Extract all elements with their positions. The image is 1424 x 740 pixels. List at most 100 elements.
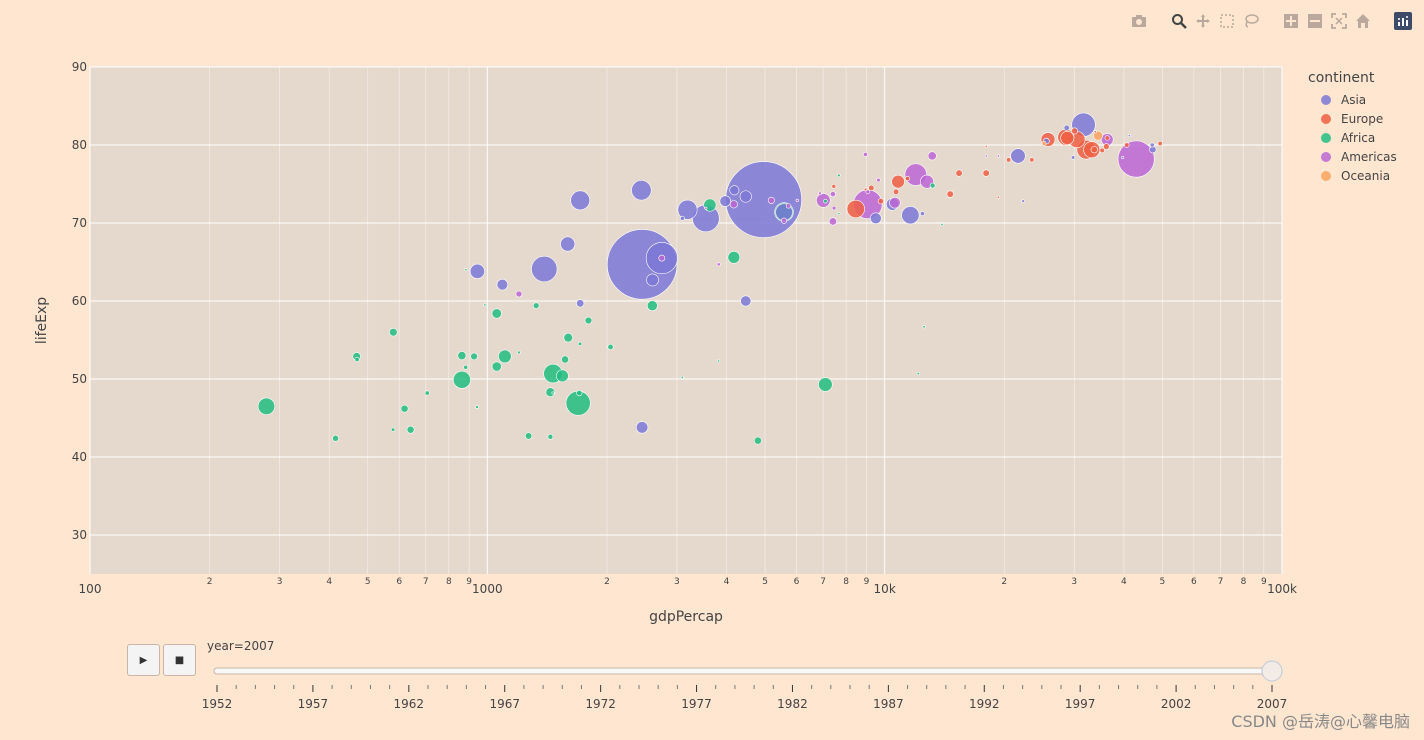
bubble-africa [545, 387, 556, 398]
legend-item-asia[interactable]: Asia [1300, 90, 1397, 109]
slider-year-label: 1962 [394, 697, 425, 711]
bubble-americas [927, 151, 937, 161]
bubble-europe [1099, 147, 1105, 154]
pan-icon[interactable] [1194, 12, 1212, 30]
slider-year-label: 1952 [202, 697, 233, 711]
watermark: CSDN @岳涛@心馨电脑 [1231, 712, 1410, 731]
zoom-in-icon[interactable] [1282, 12, 1300, 30]
bubble-europe [863, 187, 868, 192]
bubble-africa [389, 327, 398, 337]
legend-label: Oceania [1341, 168, 1391, 183]
zoom-icon[interactable] [1170, 12, 1188, 30]
bubble-africa [717, 359, 721, 363]
bubble-asia [901, 206, 920, 225]
slider-handle[interactable] [1261, 660, 1283, 682]
bubble-europe [846, 199, 865, 219]
legend-swatch [1321, 113, 1331, 124]
bubble-africa [524, 432, 533, 440]
bubble-asia [1149, 146, 1157, 154]
bubble-africa [916, 371, 920, 376]
year-slider[interactable]: 1952 1957 1962 1967 1972 1977 1982 1987 1992 1997… [202, 660, 1288, 711]
lasso-icon[interactable] [1242, 12, 1260, 30]
bubble-africa [837, 212, 841, 216]
legend: continent Asia Europe Africa Americas Oceani… [1300, 70, 1397, 185]
x-tick-label: 10k [874, 582, 896, 596]
bubble-asia [1149, 142, 1155, 148]
bubble-africa [491, 361, 502, 372]
bubble-americas [704, 206, 708, 210]
box-select-icon[interactable] [1218, 12, 1236, 30]
bubble-africa [483, 303, 487, 307]
legend-label: Asia [1341, 92, 1367, 107]
plotly-logo-icon[interactable] [1394, 12, 1412, 30]
y-tick-label: 50 [72, 372, 87, 386]
zoom-out-icon[interactable] [1306, 12, 1324, 30]
bubble-europe [1029, 157, 1035, 163]
bubble-africa [680, 375, 684, 379]
stop-button[interactable]: ■ [163, 644, 196, 676]
bubble-americas [818, 191, 822, 196]
bubble-asia [725, 161, 802, 238]
legend-label: Europe [1341, 111, 1384, 126]
bubble-asia [469, 263, 485, 279]
bubble-asia [679, 215, 685, 221]
bubble-africa [498, 349, 512, 364]
bubble-americas [816, 193, 831, 208]
bubble-africa [929, 182, 936, 189]
x-minor-tick-label: 2 [207, 577, 213, 587]
bubble-africa [556, 369, 569, 383]
legend-swatch [1321, 151, 1331, 162]
bubble-europe [904, 176, 911, 182]
bubble-americas [889, 196, 901, 209]
legend-item-oceania[interactable]: Oceania [1300, 166, 1397, 185]
animation-controls: ▶ ■ [127, 644, 196, 676]
home-icon[interactable] [1354, 12, 1372, 30]
legend-item-americas[interactable]: Americas [1300, 147, 1397, 166]
bubble-africa [463, 364, 469, 370]
slider-year-label: 1957 [298, 697, 329, 711]
bubble-europe [1071, 127, 1078, 135]
bubble-americas [1117, 140, 1155, 178]
legend-item-europe[interactable]: Europe [1300, 109, 1397, 128]
bubble-americas [785, 203, 792, 209]
bubble-africa [823, 198, 828, 204]
bubble-asia [560, 236, 576, 252]
bubble-asia [1010, 148, 1026, 164]
bubble-europe [955, 169, 963, 177]
x-minor-tick-label: 7 [1218, 577, 1224, 587]
bubble-europe [982, 169, 990, 177]
bubble-africa [727, 251, 741, 264]
bubble-africa [547, 433, 554, 440]
bubble-africa [354, 356, 360, 363]
x-minor-tick-label: 5 [762, 577, 768, 587]
bubble-asia [719, 195, 731, 207]
bubble-africa [452, 370, 471, 389]
bubble-europe [831, 184, 837, 189]
bubble-africa [332, 434, 339, 442]
y-tick-label: 40 [72, 450, 87, 464]
slider-year-label: 1992 [969, 697, 1000, 711]
play-button[interactable]: ▶ [127, 644, 160, 676]
x-minor-tick-label: 4 [1121, 577, 1127, 587]
data-points [257, 112, 1163, 445]
bubble-africa [563, 332, 573, 343]
bubble-americas [831, 205, 837, 211]
camera-icon[interactable] [1130, 12, 1148, 30]
modebar [1130, 12, 1412, 30]
x-minor-tick-label: 6 [794, 577, 800, 587]
slider-year-label: 1977 [681, 697, 712, 711]
x-minor-tick-label: 5 [365, 577, 371, 587]
bubble-asia [531, 255, 558, 283]
legend-item-africa[interactable]: Africa [1300, 128, 1397, 147]
slider-year-label: 1987 [873, 697, 904, 711]
y-tick-label: 80 [72, 138, 87, 152]
bubble-europe [1104, 135, 1110, 141]
bubble-europe [1124, 142, 1130, 148]
x-minor-tick-label: 7 [820, 577, 826, 587]
bubble-oceania [1041, 141, 1047, 146]
autoscale-icon[interactable] [1330, 12, 1348, 30]
bubble-europe [1093, 130, 1097, 134]
x-minor-tick-label: 2 [604, 577, 610, 587]
bubble-asia [1127, 134, 1131, 138]
bubble-asia [496, 278, 509, 291]
